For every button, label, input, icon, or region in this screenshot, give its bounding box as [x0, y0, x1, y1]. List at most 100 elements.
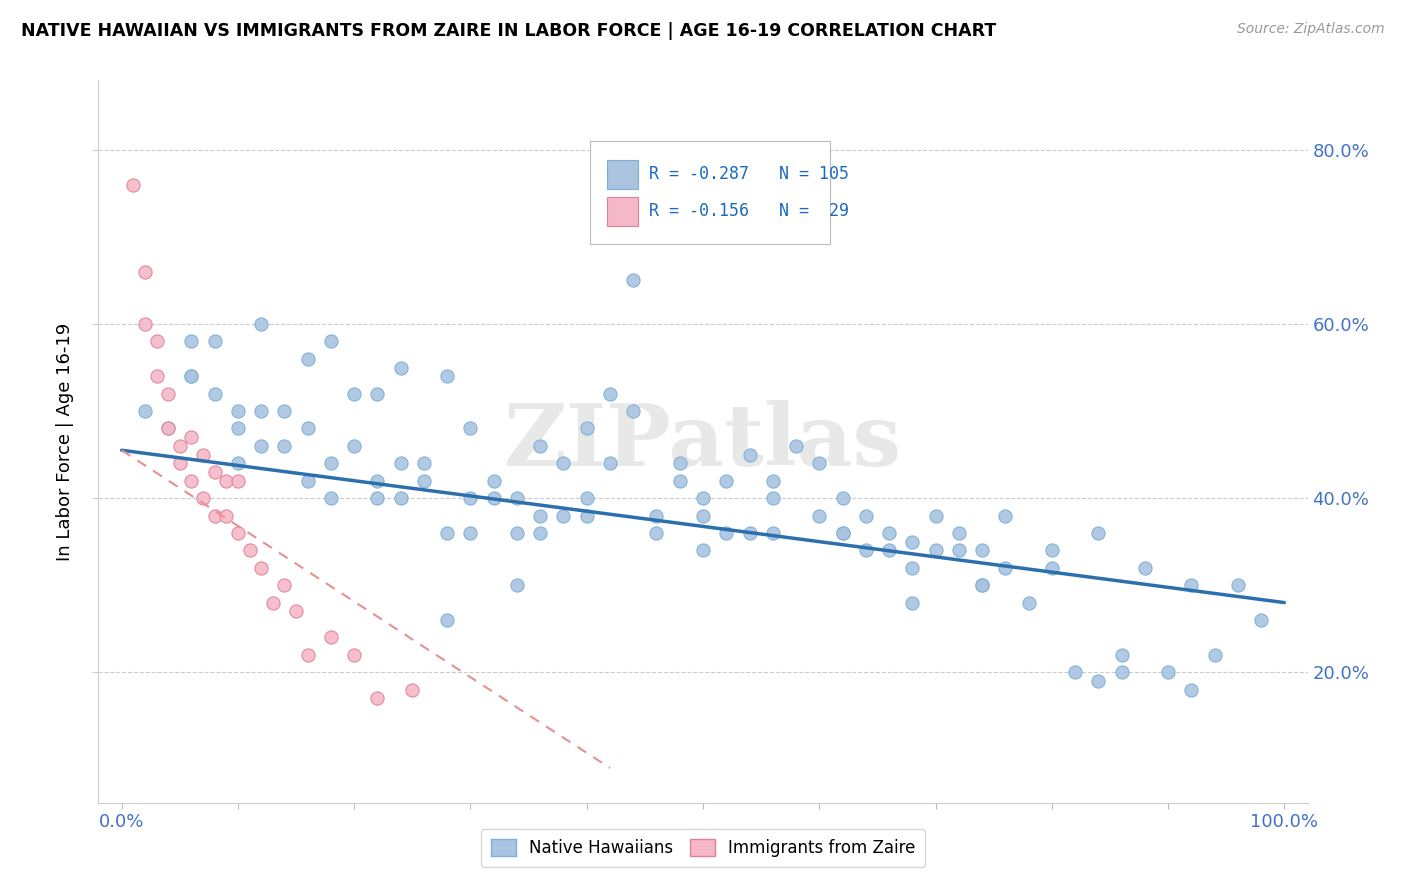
Point [180, 369, 202, 384]
Point [297, 648, 319, 662]
Point [204, 465, 226, 479]
Point [948, 525, 970, 540]
Point [506, 578, 529, 592]
Point [134, 317, 156, 331]
Point [413, 456, 436, 470]
Point [389, 360, 412, 375]
Point [692, 491, 714, 505]
Point [762, 491, 785, 505]
Point [389, 491, 412, 505]
Point [1087, 525, 1109, 540]
Point [575, 421, 598, 435]
Point [157, 421, 180, 435]
Point [169, 439, 191, 453]
Point [1064, 665, 1087, 680]
Point [1204, 648, 1226, 662]
Point [994, 508, 1017, 523]
Point [831, 525, 853, 540]
Point [215, 508, 238, 523]
Point [319, 456, 342, 470]
Point [901, 596, 924, 610]
Point [529, 508, 551, 523]
Point [226, 474, 249, 488]
Point [319, 334, 342, 349]
Point [460, 421, 482, 435]
Y-axis label: In Labor Force | Age 16-19: In Labor Force | Age 16-19 [56, 322, 75, 561]
Point [716, 474, 738, 488]
Point [482, 474, 505, 488]
Point [273, 439, 295, 453]
Point [855, 508, 877, 523]
Text: NATIVE HAWAIIAN VS IMMIGRANTS FROM ZAIRE IN LABOR FORCE | AGE 16-19 CORRELATION : NATIVE HAWAIIAN VS IMMIGRANTS FROM ZAIRE… [21, 22, 997, 40]
Point [250, 404, 273, 418]
Point [762, 474, 785, 488]
Point [1250, 613, 1272, 627]
Point [808, 508, 831, 523]
Point [180, 430, 202, 444]
Point [191, 491, 214, 505]
Point [297, 351, 319, 366]
Point [970, 578, 993, 592]
Point [506, 491, 529, 505]
Point [169, 456, 191, 470]
Point [692, 543, 714, 558]
Point [621, 404, 644, 418]
Point [460, 525, 482, 540]
Point [262, 596, 284, 610]
Point [831, 491, 853, 505]
Point [1180, 682, 1202, 697]
Point [621, 273, 644, 287]
Point [273, 578, 295, 592]
Point [575, 491, 598, 505]
Point [877, 525, 900, 540]
Point [401, 682, 423, 697]
Point [134, 265, 156, 279]
Point [250, 561, 273, 575]
Point [436, 369, 458, 384]
Point [436, 525, 458, 540]
Point [215, 474, 238, 488]
Point [297, 421, 319, 435]
Point [145, 334, 167, 349]
Point [366, 474, 388, 488]
Point [250, 317, 273, 331]
Point [645, 508, 668, 523]
Point [738, 448, 761, 462]
Point [948, 543, 970, 558]
Point [599, 456, 621, 470]
Point [239, 543, 262, 558]
Point [145, 369, 167, 384]
Point [413, 474, 436, 488]
Point [762, 525, 785, 540]
Point [668, 474, 690, 488]
Point [924, 508, 946, 523]
Point [506, 525, 529, 540]
Point [226, 404, 249, 418]
Point [460, 491, 482, 505]
Point [1040, 543, 1063, 558]
Point [157, 386, 180, 401]
Point [692, 508, 714, 523]
Point [226, 525, 249, 540]
Point [285, 604, 308, 618]
Point [877, 543, 900, 558]
Point [575, 508, 598, 523]
Point [319, 491, 342, 505]
Point [1180, 578, 1202, 592]
Point [122, 178, 145, 192]
Point [529, 439, 551, 453]
Point [343, 386, 366, 401]
Text: Source: ZipAtlas.com: Source: ZipAtlas.com [1237, 22, 1385, 37]
Point [553, 508, 575, 523]
Point [1111, 648, 1133, 662]
Point [553, 456, 575, 470]
Point [204, 508, 226, 523]
Point [808, 456, 831, 470]
Point [901, 561, 924, 575]
Point [970, 543, 993, 558]
Point [191, 448, 214, 462]
Point [180, 474, 202, 488]
Point [529, 525, 551, 540]
Point [1018, 596, 1040, 610]
Point [716, 525, 738, 540]
